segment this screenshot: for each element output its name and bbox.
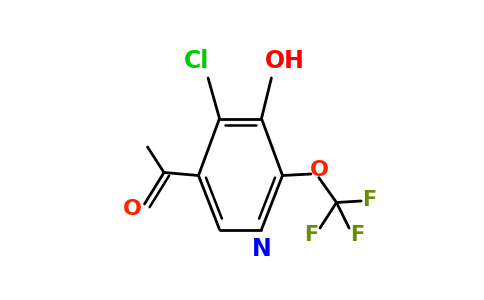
Text: O: O [310, 160, 329, 180]
Text: F: F [304, 225, 319, 244]
Text: OH: OH [265, 50, 305, 74]
Text: N: N [252, 237, 272, 261]
Text: Cl: Cl [184, 50, 210, 74]
Text: F: F [350, 225, 364, 244]
Text: F: F [363, 190, 377, 209]
Text: O: O [122, 200, 141, 219]
